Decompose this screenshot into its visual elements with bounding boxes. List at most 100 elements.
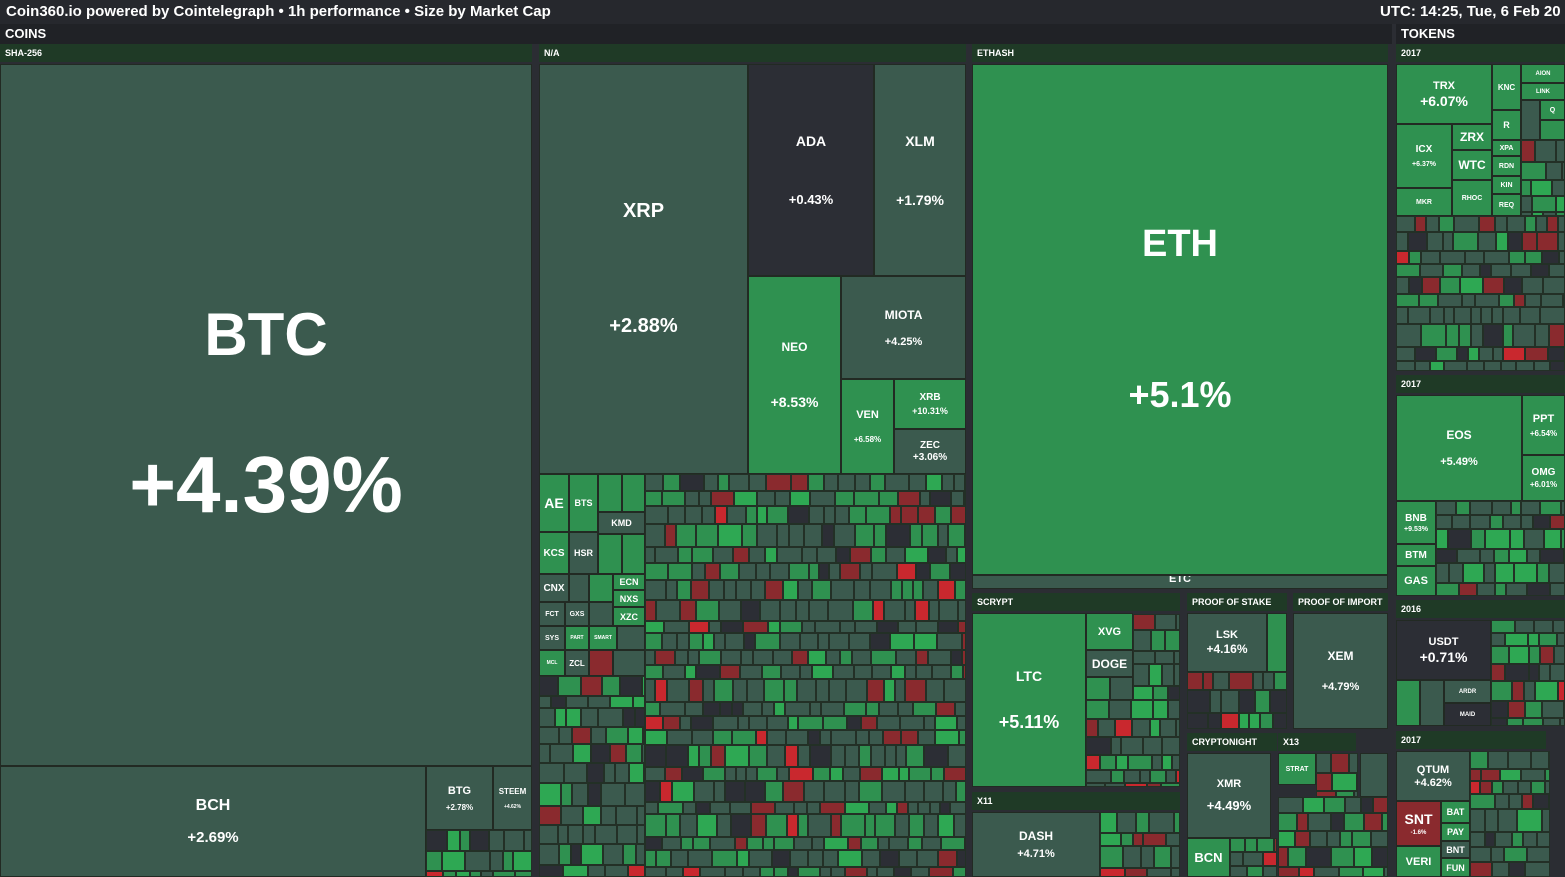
small-coin-cell[interactable] <box>503 851 513 871</box>
tile-ltc[interactable]: LTC +5.11% <box>972 613 1086 787</box>
small-coin-cell[interactable] <box>656 850 671 867</box>
small-coin-cell[interactable] <box>884 679 895 702</box>
small-coin-cell[interactable] <box>601 783 625 806</box>
small-coin-cell[interactable] <box>1483 324 1503 347</box>
small-coin-cell[interactable] <box>1143 737 1162 755</box>
small-coin-cell[interactable] <box>872 665 891 679</box>
tile-scrypt-x1[interactable] <box>1086 677 1110 700</box>
small-coin-cell[interactable] <box>1492 307 1503 324</box>
tile-ven[interactable]: VEN +6.58% <box>841 379 894 474</box>
small-coin-cell[interactable] <box>924 716 935 730</box>
small-coin-cell[interactable] <box>788 716 798 730</box>
small-coin-cell[interactable] <box>870 474 885 491</box>
small-coin-cell[interactable] <box>1111 737 1121 755</box>
small-coin-cell[interactable] <box>1521 501 1540 515</box>
small-coin-cell[interactable] <box>824 474 838 491</box>
small-coin-cell[interactable] <box>1208 713 1221 729</box>
small-coin-cell[interactable] <box>721 650 741 665</box>
small-coin-cell[interactable] <box>1133 651 1155 664</box>
tile-btc[interactable]: BTC +4.39% <box>0 64 532 766</box>
small-coin-cell[interactable] <box>1500 769 1521 781</box>
small-coin-cell[interactable] <box>1504 277 1522 294</box>
small-coin-cell[interactable] <box>1470 832 1485 847</box>
small-coin-cell[interactable] <box>855 474 870 491</box>
small-coin-cell[interactable] <box>1086 770 1111 783</box>
small-coin-cell[interactable] <box>1528 633 1539 646</box>
small-coin-cell[interactable] <box>1475 294 1499 307</box>
small-coin-cell[interactable] <box>1243 852 1263 866</box>
small-coin-cell[interactable] <box>515 871 532 877</box>
small-coin-cell[interactable] <box>770 563 789 580</box>
small-coin-cell[interactable] <box>1354 847 1372 867</box>
small-coin-cell[interactable] <box>685 491 699 506</box>
small-coin-cell[interactable] <box>1249 713 1260 729</box>
small-coin-cell[interactable] <box>1230 852 1243 866</box>
small-coin-cell[interactable] <box>1270 690 1287 713</box>
small-coin-cell[interactable] <box>838 850 862 867</box>
small-coin-cell[interactable] <box>1438 294 1462 307</box>
small-coin-cell[interactable] <box>860 767 882 781</box>
small-coin-cell[interactable] <box>626 744 642 763</box>
small-coin-cell[interactable] <box>743 867 760 877</box>
tile-xvg[interactable]: XVG <box>1086 613 1133 650</box>
small-coin-cell[interactable] <box>588 865 605 877</box>
small-coin-cell[interactable] <box>605 865 628 877</box>
small-coin-cell[interactable] <box>897 802 908 814</box>
small-coin-cell[interactable] <box>845 745 859 767</box>
small-coin-cell[interactable] <box>765 580 783 600</box>
small-coin-cell[interactable] <box>1364 813 1382 831</box>
small-coin-cell[interactable] <box>1459 583 1477 596</box>
tile-gxx4[interactable] <box>622 534 645 574</box>
small-coin-cell[interactable] <box>900 716 924 730</box>
small-coin-cell[interactable] <box>725 633 744 650</box>
small-coin-cell[interactable] <box>1503 347 1525 361</box>
small-coin-cell[interactable] <box>823 850 838 867</box>
small-coin-cell[interactable] <box>568 825 583 844</box>
small-coin-cell[interactable] <box>628 727 643 744</box>
small-coin-cell[interactable] <box>1331 753 1349 773</box>
small-coin-cell[interactable] <box>831 745 845 767</box>
small-coin-cell[interactable] <box>757 524 777 547</box>
small-coin-cell[interactable] <box>808 730 820 745</box>
small-coin-cell[interactable] <box>1174 812 1180 833</box>
small-coin-cell[interactable] <box>1471 529 1485 549</box>
small-coin-cell[interactable] <box>820 802 845 814</box>
small-coin-cell[interactable] <box>833 665 854 679</box>
small-coin-cell[interactable] <box>809 506 824 524</box>
small-coin-cell[interactable] <box>470 830 489 851</box>
small-coin-cell[interactable] <box>1531 751 1549 769</box>
small-coin-cell[interactable] <box>710 802 730 814</box>
small-coin-cell[interactable] <box>628 865 645 877</box>
small-coin-cell[interactable] <box>493 871 515 877</box>
small-coin-cell[interactable] <box>938 621 958 633</box>
small-coin-cell[interactable] <box>724 580 736 600</box>
small-coin-cell[interactable] <box>916 621 938 633</box>
small-coin-cell[interactable] <box>1436 529 1448 549</box>
small-coin-cell[interactable] <box>1521 180 1531 196</box>
tile-bat[interactable]: BAT <box>1441 801 1470 823</box>
small-coin-cell[interactable] <box>859 745 871 767</box>
small-coin-cell[interactable] <box>1086 755 1100 770</box>
small-coin-cell[interactable] <box>1524 529 1544 549</box>
small-coin-cell[interactable] <box>1471 307 1481 324</box>
small-coin-cell[interactable] <box>777 767 789 781</box>
small-coin-cell[interactable] <box>1153 686 1168 700</box>
small-coin-cell[interactable] <box>426 830 447 851</box>
small-coin-cell[interactable] <box>725 867 743 877</box>
small-coin-cell[interactable] <box>958 621 966 633</box>
small-coin-cell[interactable] <box>741 600 760 621</box>
small-coin-cell[interactable] <box>1545 781 1550 794</box>
small-coin-cell[interactable] <box>1430 307 1444 324</box>
small-coin-cell[interactable] <box>831 867 845 877</box>
small-coin-cell[interactable] <box>965 837 966 850</box>
tile-link[interactable]: LINK <box>1521 83 1565 100</box>
small-coin-cell[interactable] <box>691 580 709 600</box>
tile-sys[interactable]: SYS <box>539 626 565 650</box>
small-coin-cell[interactable] <box>757 506 767 524</box>
small-coin-cell[interactable] <box>662 633 677 650</box>
small-coin-cell[interactable] <box>953 867 966 877</box>
small-coin-cell[interactable] <box>681 837 693 850</box>
small-coin-cell[interactable] <box>615 763 629 783</box>
small-coin-cell[interactable] <box>677 633 689 650</box>
tile-kin[interactable]: KIN <box>1492 176 1521 194</box>
